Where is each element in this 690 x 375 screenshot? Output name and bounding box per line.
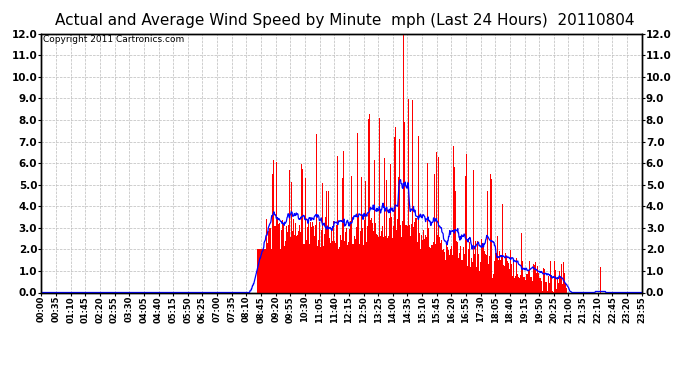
Text: Actual and Average Wind Speed by Minute  mph (Last 24 Hours)  20110804: Actual and Average Wind Speed by Minute … [55, 13, 635, 28]
Text: Copyright 2011 Cartronics.com: Copyright 2011 Cartronics.com [43, 35, 184, 44]
